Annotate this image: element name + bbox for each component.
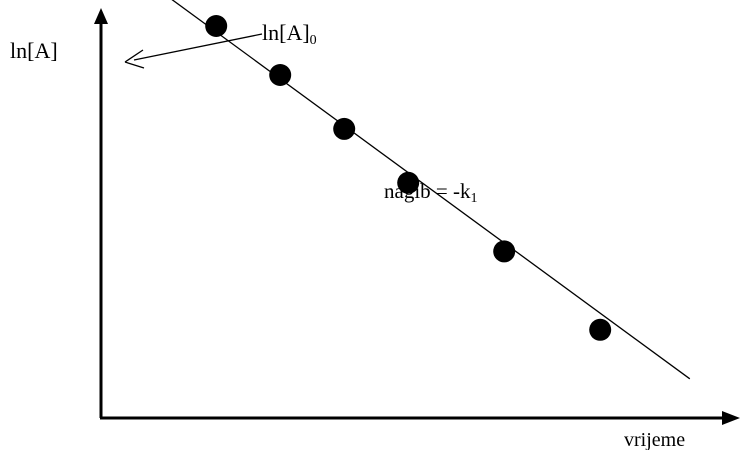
intercept-arrow-shaft [133,33,263,61]
data-point-3 [269,64,292,86]
data-point-7 [589,318,612,341]
slope-label-sub: 1 [471,191,478,206]
data-point-2 [205,15,228,37]
intercept-label-sub: 0 [310,33,317,48]
x-axis-arrowhead [722,411,740,425]
slope-label-main: nagib = -k [384,179,471,203]
data-point-4 [333,117,356,140]
intercept-arrowhead [124,49,145,69]
data-points [205,15,612,341]
fit-line [171,0,691,380]
data-point-6 [493,240,516,263]
slope-label: nagib = -k1 [384,179,478,206]
intercept-label: ln[A]0 [262,20,317,48]
x-axis-label: vrijeme [624,429,685,450]
data-point-5 [397,171,420,194]
y-axis-label: ln[A] [10,38,58,63]
y-axis-arrowhead [94,8,108,24]
intercept-label-main: ln[A] [262,20,310,45]
